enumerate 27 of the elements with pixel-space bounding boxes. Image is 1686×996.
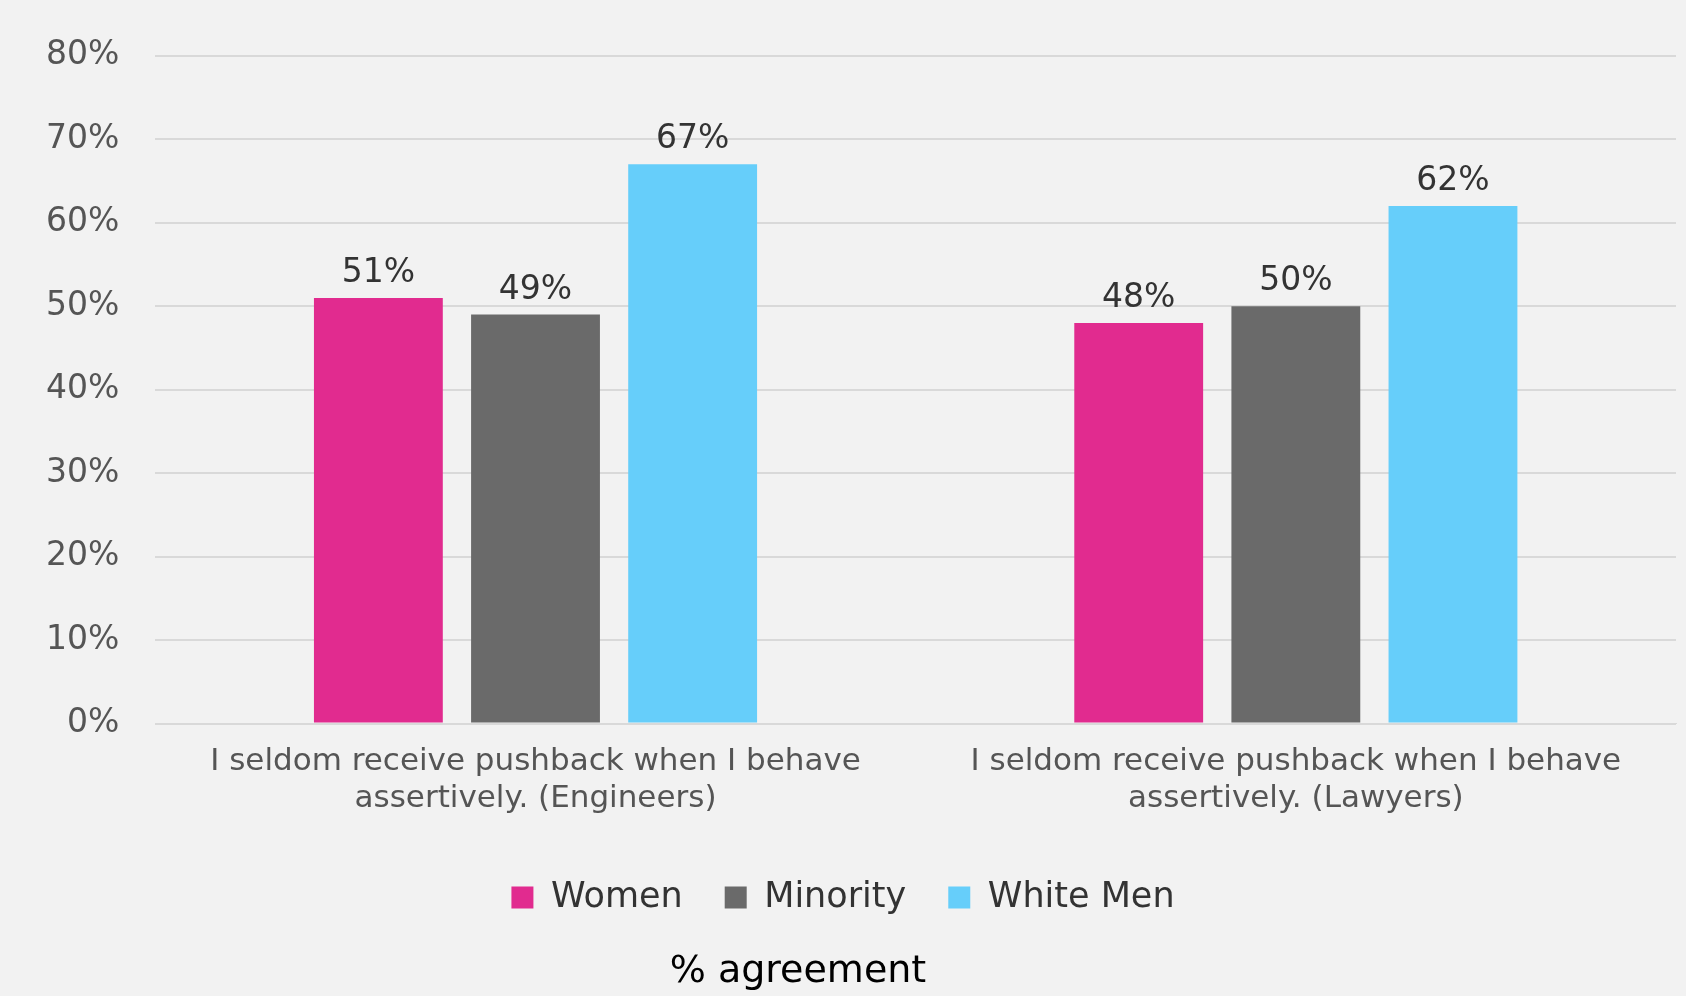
bar <box>313 297 443 723</box>
data-label: 51% <box>341 250 416 290</box>
x-axis-title: % agreement <box>668 946 928 993</box>
bar <box>628 164 758 723</box>
bar <box>1074 322 1204 723</box>
data-label: 49% <box>498 267 573 307</box>
y-tick-label: 70% <box>45 116 120 156</box>
y-tick-label: 60% <box>45 200 120 240</box>
y-tick-label: 30% <box>45 450 120 490</box>
data-label: 50% <box>1259 259 1333 299</box>
y-tick-label: 20% <box>45 534 120 574</box>
y-tick-label: 10% <box>45 617 120 657</box>
bar <box>1231 306 1361 723</box>
y-tick-label: 0% <box>66 701 120 741</box>
legend-label: Women <box>550 874 683 915</box>
y-tick-label: 40% <box>45 367 120 407</box>
y-tick-label: 80% <box>45 33 120 73</box>
legend-label: White Men <box>987 874 1175 915</box>
bar <box>1388 206 1518 723</box>
y-tick-label: 50% <box>45 283 120 323</box>
data-label: 62% <box>1416 159 1490 199</box>
x-tick-label: I seldom receive pushback when I behave assertively. (Lawyers) <box>970 741 1622 815</box>
bar <box>471 314 600 723</box>
legend-label: Minority <box>764 874 907 915</box>
data-label: 48% <box>1102 276 1176 315</box>
x-tick-label: I seldom receive pushback when I behave assertively. (Engineers) <box>210 741 861 815</box>
data-label: 67% <box>655 117 730 157</box>
